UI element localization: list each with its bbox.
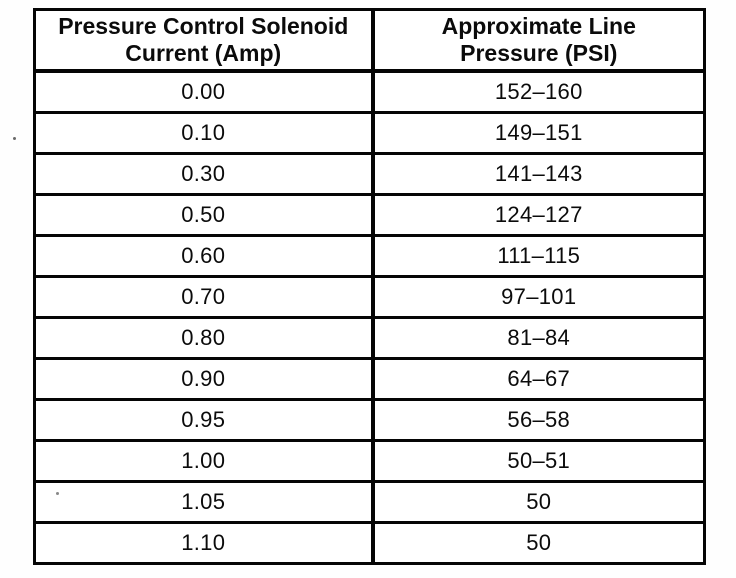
pressure-cell: 141–143 xyxy=(371,152,706,196)
table-row: 0.50 124–127 xyxy=(33,193,706,237)
scan-speck xyxy=(13,137,16,140)
current-cell: 0.00 xyxy=(33,69,375,114)
current-cell: 1.05 xyxy=(33,480,375,524)
table-row: 0.30 141–143 xyxy=(33,152,706,196)
pressure-cell: 64–67 xyxy=(371,357,706,401)
table-header: Pressure Control Solenoid Current (Amp) … xyxy=(33,8,706,73)
pressure-cell: 97–101 xyxy=(371,275,706,319)
table-row: 0.70 97–101 xyxy=(33,275,706,319)
pressure-cell: 111–115 xyxy=(371,234,706,278)
current-cell: 0.30 xyxy=(33,152,375,196)
table-row: 0.90 64–67 xyxy=(33,357,706,401)
column-header-current: Pressure Control Solenoid Current (Amp) xyxy=(33,8,375,73)
column-header-current-line2: Current (Amp) xyxy=(125,40,282,66)
current-cell: 1.10 xyxy=(33,521,375,565)
column-header-pressure-line1: Approximate Line xyxy=(441,12,636,39)
pressure-cell: 50 xyxy=(371,480,706,524)
column-header-pressure: Approximate Line Pressure (PSI) xyxy=(371,8,706,73)
table-row: 0.00 152–160 xyxy=(33,69,706,114)
column-header-pressure-line2: Pressure (PSI) xyxy=(460,40,618,66)
column-header-current-line1: Pressure Control Solenoid xyxy=(58,12,349,39)
current-cell: 1.00 xyxy=(33,439,375,483)
current-cell: 0.90 xyxy=(33,357,375,401)
scan-speck xyxy=(56,492,59,495)
current-cell: 0.10 xyxy=(33,111,375,155)
table-row: 1.10 50 xyxy=(33,521,706,565)
pressure-table: Pressure Control Solenoid Current (Amp) … xyxy=(33,8,706,565)
header-row: Pressure Control Solenoid Current (Amp) … xyxy=(33,8,706,73)
current-cell: 0.80 xyxy=(33,316,375,360)
pressure-cell: 50 xyxy=(371,521,706,565)
current-cell: 0.50 xyxy=(33,193,375,237)
pressure-cell: 149–151 xyxy=(371,111,706,155)
current-cell: 0.95 xyxy=(33,398,375,442)
table-row: 0.60 111–115 xyxy=(33,234,706,278)
pressure-cell: 124–127 xyxy=(371,193,706,237)
table-row: 1.00 50–51 xyxy=(33,439,706,483)
table-row: 0.95 56–58 xyxy=(33,398,706,442)
pressure-cell: 56–58 xyxy=(371,398,706,442)
table-row: 0.80 81–84 xyxy=(33,316,706,360)
pressure-cell: 152–160 xyxy=(371,69,706,114)
table-body: 0.00 152–160 0.10 149–151 0.30 141–143 0… xyxy=(33,69,706,565)
pressure-cell: 50–51 xyxy=(371,439,706,483)
table-row: 0.10 149–151 xyxy=(33,111,706,155)
table-row: 1.05 50 xyxy=(33,480,706,524)
pressure-cell: 81–84 xyxy=(371,316,706,360)
current-cell: 0.60 xyxy=(33,234,375,278)
current-cell: 0.70 xyxy=(33,275,375,319)
